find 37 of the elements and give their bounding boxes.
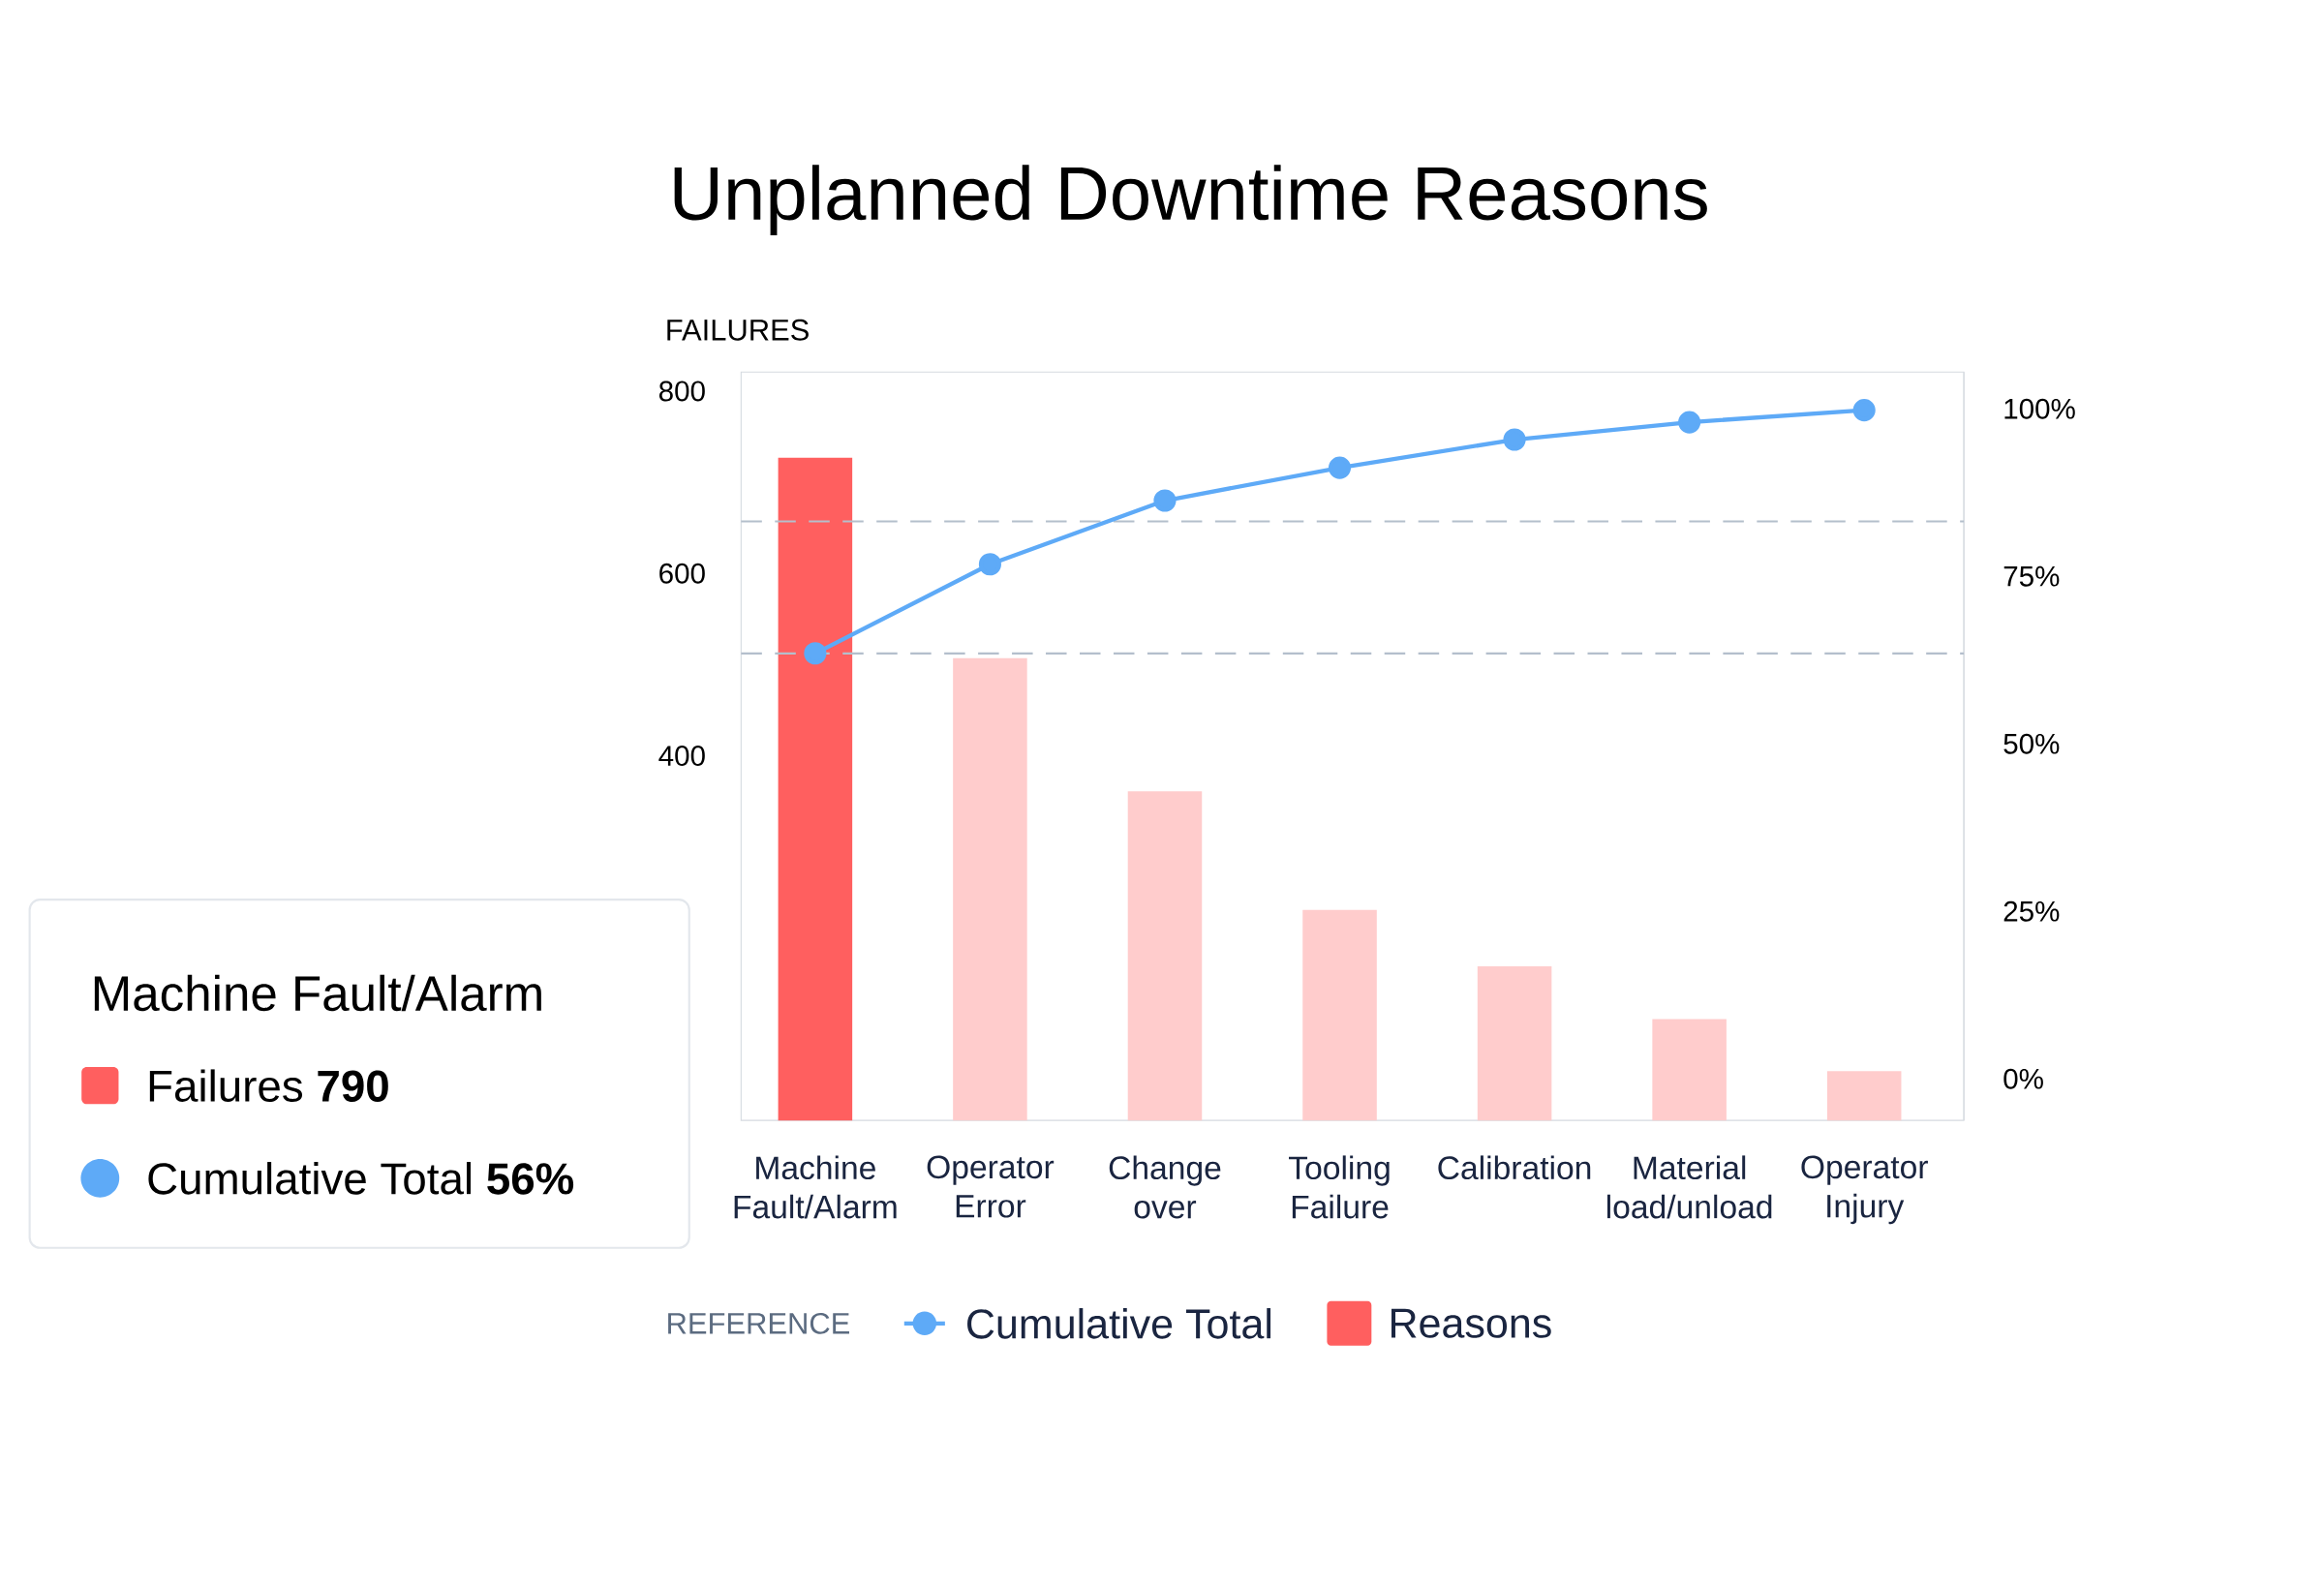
bar <box>953 657 1027 1121</box>
x-tick-label: Material load/unload <box>1606 1155 1772 1219</box>
legend-label: Cumulative Total <box>967 1308 1271 1339</box>
point <box>978 553 1001 576</box>
x-tick-label: Machine Fault/Alarm <box>734 1155 897 1219</box>
bar <box>1127 791 1203 1121</box>
x-tick-label: Change over <box>1109 1155 1221 1219</box>
y2-tick-label: 100% <box>2004 398 2075 419</box>
y-tick-label: 600 <box>659 563 705 584</box>
chart-title: Unplanned Downtime Reasons <box>674 165 1707 236</box>
point <box>1328 456 1352 479</box>
text: Failures 790 <box>149 1069 388 1103</box>
y2-tick-label: 75% <box>2003 565 2060 587</box>
y-axis-title: FAILURES <box>667 319 809 341</box>
y-tick-label: 400 <box>658 746 705 767</box>
bar <box>1826 1071 1902 1121</box>
point <box>1503 428 1526 451</box>
point <box>1852 399 1876 422</box>
y-tick-label: 800 <box>658 381 705 402</box>
text: Cumulative Total 56% <box>148 1162 574 1195</box>
point <box>1678 411 1701 434</box>
bar <box>1302 909 1377 1121</box>
bar <box>1652 1019 1727 1121</box>
legend-title: REFERENCE <box>668 1313 849 1334</box>
x-tick-label: Calibration <box>1438 1155 1591 1180</box>
legend-label: Reasons <box>1391 1308 1551 1338</box>
y2-tick-label: 25% <box>2003 900 2060 922</box>
y2-tick-label: 50% <box>2003 733 2060 754</box>
bar <box>778 457 853 1121</box>
x-tick-label: Tooling Failure <box>1289 1155 1390 1219</box>
point <box>1153 489 1177 512</box>
text: Machine Fault/Alarm <box>94 974 541 1012</box>
x-tick-label: Operator Error <box>927 1155 1055 1218</box>
x-tick-label: Operator Injury <box>1801 1155 1928 1225</box>
point <box>804 642 827 665</box>
y2-tick-label: 0% <box>2003 1068 2043 1089</box>
bar <box>1477 966 1552 1121</box>
